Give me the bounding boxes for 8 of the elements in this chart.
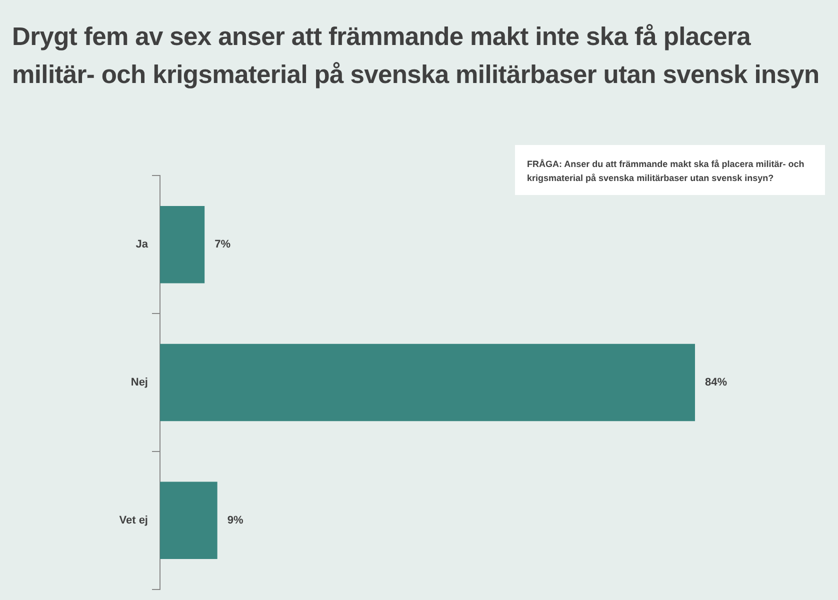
chart-title: Drygt fem av sex anser att främmande makt inte ska få placera militär- och krigsmaterial på svenska militärbaser utan svensk insyn — [12, 22, 820, 91]
data-label: 7% — [214, 238, 231, 251]
y-tick-label: Nej — [130, 376, 148, 389]
y-tick-label: Ja — [136, 238, 149, 251]
y-tick-label: Vet ej — [119, 514, 148, 526]
data-label: 84% — [705, 376, 728, 389]
data-label: 9% — [227, 514, 244, 526]
question-box: FRÅGA: Anser du att främmande makt ska få placera militär- och krigsmaterial på svenska militärbaser utan svensk insyn? — [515, 145, 825, 195]
